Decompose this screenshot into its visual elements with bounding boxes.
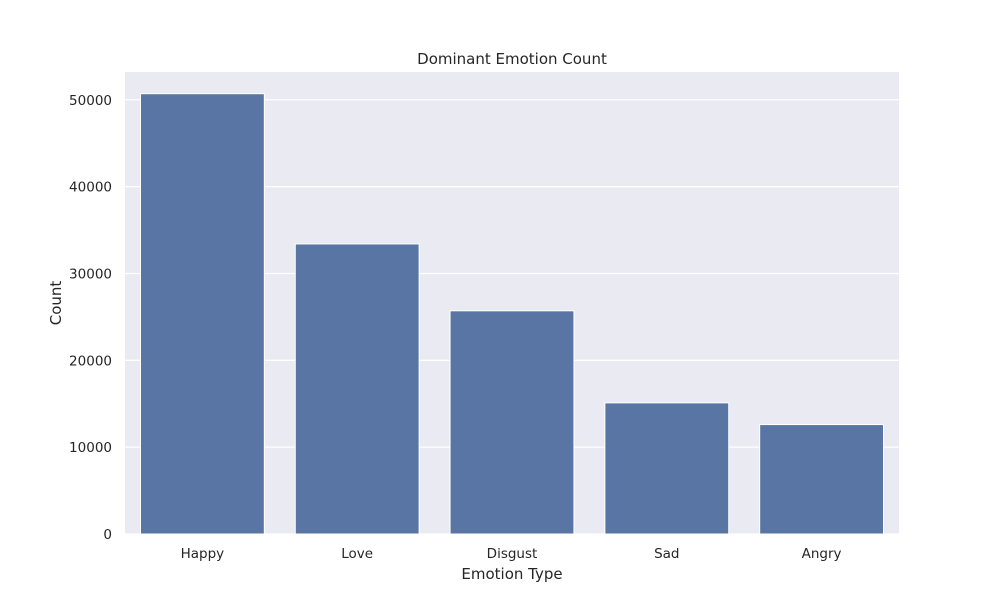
y-tick-label: 10000 [69, 440, 112, 456]
bar-disgust [449, 310, 575, 535]
y-tick-label: 0 [103, 527, 112, 543]
x-tick-label: Happy [181, 546, 225, 562]
y-axis-label: Count [47, 281, 65, 326]
bars [139, 93, 885, 535]
x-axis-label: Emotion Type [461, 565, 562, 583]
x-tick-label: Love [341, 546, 373, 562]
y-tick-label: 50000 [69, 93, 112, 109]
y-tick-label: 20000 [69, 353, 112, 369]
bar-happy [139, 93, 265, 535]
bar-sad [604, 402, 730, 535]
chart-title: Dominant Emotion Count [417, 50, 607, 68]
x-tick-label: Sad [654, 546, 679, 562]
bar-angry [759, 424, 885, 535]
bar-love [294, 243, 420, 535]
x-axis-ticks: Happy Love Disgust Sad Angry [181, 546, 842, 562]
x-tick-label: Angry [802, 546, 842, 562]
y-axis-ticks: 0 10000 20000 30000 40000 50000 [69, 93, 112, 543]
y-tick-label: 40000 [69, 180, 112, 196]
x-tick-label: Disgust [487, 546, 538, 562]
y-tick-label: 30000 [69, 266, 112, 282]
